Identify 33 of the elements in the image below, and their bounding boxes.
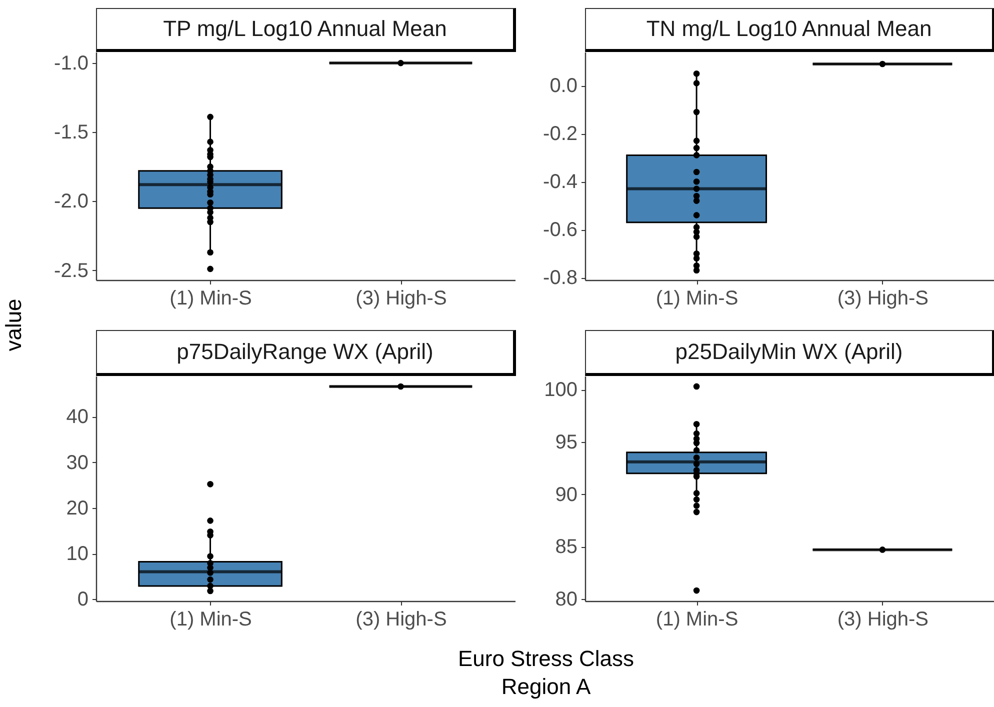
chart-title: p75DailyRange WX (April) — [96, 330, 516, 376]
x-axis-title: Euro Stress Class Region A — [456, 645, 636, 701]
x-tick-label: (1) Min-S — [170, 288, 252, 310]
y-tick-label: 40 — [66, 406, 88, 428]
y-tick-label: 30 — [66, 452, 88, 474]
y-tick-label: 10 — [66, 543, 88, 566]
y-tick-label: -2.5 — [54, 260, 88, 282]
y-tick-label: -0.8 — [543, 267, 578, 290]
chart-title: p25DailyMin WX (April) — [585, 330, 994, 376]
x-tick-label: (1) Min-S — [656, 608, 738, 630]
x-tick-label: (3) High-S — [356, 288, 447, 310]
y-tick-label: -0.2 — [543, 123, 578, 146]
x-tick-label: (3) High-S — [837, 288, 929, 310]
chart-title: TP mg/L Log10 Annual Mean — [96, 8, 516, 52]
x-tick-label: (1) Min-S — [170, 608, 252, 630]
y-tick-label: -1.5 — [54, 122, 88, 144]
y-axis-title: value — [0, 298, 27, 354]
y-tick-label: 85 — [555, 536, 578, 558]
y-tick-label: 100 — [544, 379, 578, 402]
y-tick-label: 0 — [77, 588, 88, 611]
x-tick-label: (1) Min-S — [656, 288, 738, 310]
y-tick-label: 95 — [555, 431, 578, 454]
y-tick-label: 90 — [555, 484, 578, 506]
y-tick-label: 80 — [555, 588, 578, 610]
y-tick-label: -0.4 — [543, 171, 578, 194]
x-tick-label: (3) High-S — [356, 608, 447, 630]
y-tick-label: -2.0 — [54, 190, 88, 213]
chart-title: TN mg/L Log10 Annual Mean — [585, 8, 994, 52]
y-tick-label: 0.0 — [550, 75, 578, 98]
y-tick-label: -0.6 — [543, 219, 578, 242]
y-tick-label: 20 — [66, 497, 88, 520]
y-tick-label: -1.0 — [54, 52, 88, 75]
x-tick-label: (3) High-S — [837, 608, 929, 630]
